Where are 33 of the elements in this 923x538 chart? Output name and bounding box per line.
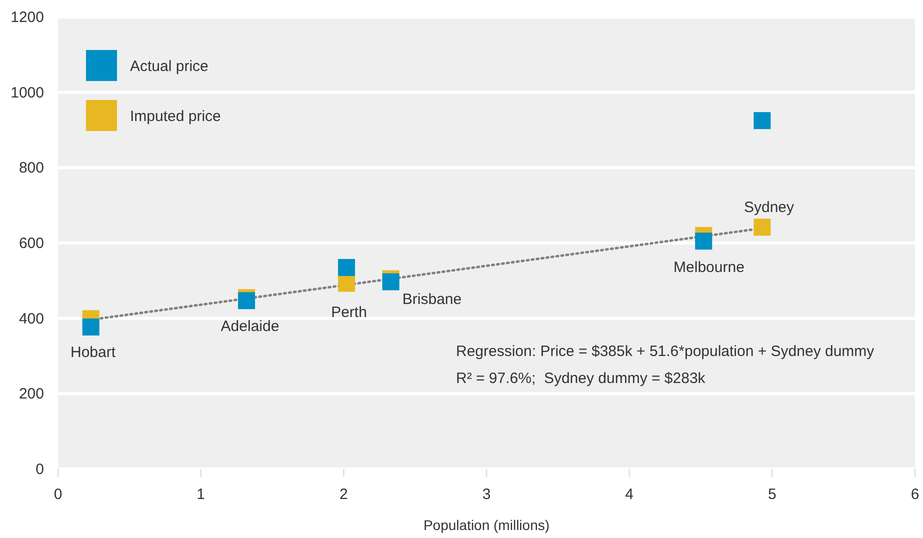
annotation: Sydney	[744, 199, 795, 216]
point	[695, 232, 712, 250]
annotation: R² = 97.6%; Sydney dummy = $283k	[456, 370, 706, 387]
y-tick-label: 0	[36, 461, 44, 478]
x-tick-label: 6	[910, 486, 920, 503]
x-tick-label: 0	[54, 486, 62, 503]
annotation: Brisbane	[402, 291, 462, 308]
x-tick-label: 2	[339, 486, 348, 503]
point	[382, 273, 400, 290]
point	[754, 112, 771, 130]
point	[82, 318, 100, 336]
legend-label: Imputed price	[130, 108, 221, 125]
annotation: Perth	[331, 304, 367, 321]
legend-label: Actual price	[130, 58, 208, 75]
y-tick-label: 400	[18, 310, 44, 328]
y-tick-label: 1200	[10, 9, 44, 26]
annotation: Adelaide	[220, 318, 280, 335]
x-tick-label: 5	[768, 486, 776, 503]
point	[338, 274, 356, 292]
point	[338, 258, 356, 276]
y-tick-label: 200	[18, 386, 44, 403]
y-tick-label: 800	[18, 160, 44, 177]
point	[754, 218, 771, 236]
annotation: Hobart	[70, 344, 116, 361]
x-tick-label: 3	[482, 486, 491, 503]
point	[238, 292, 256, 310]
x-axis-title: Population (millions)	[423, 517, 550, 533]
y-tick-label: 600	[18, 235, 44, 252]
x-tick-label: 4	[625, 486, 634, 503]
x-tick-label: 1	[196, 486, 206, 503]
y-tick-label: 1000	[10, 84, 44, 102]
annotation: Regression: Price = $385k + 51.6*population + Sydney dummy	[456, 343, 875, 360]
annotation: Melbourne	[674, 259, 744, 276]
